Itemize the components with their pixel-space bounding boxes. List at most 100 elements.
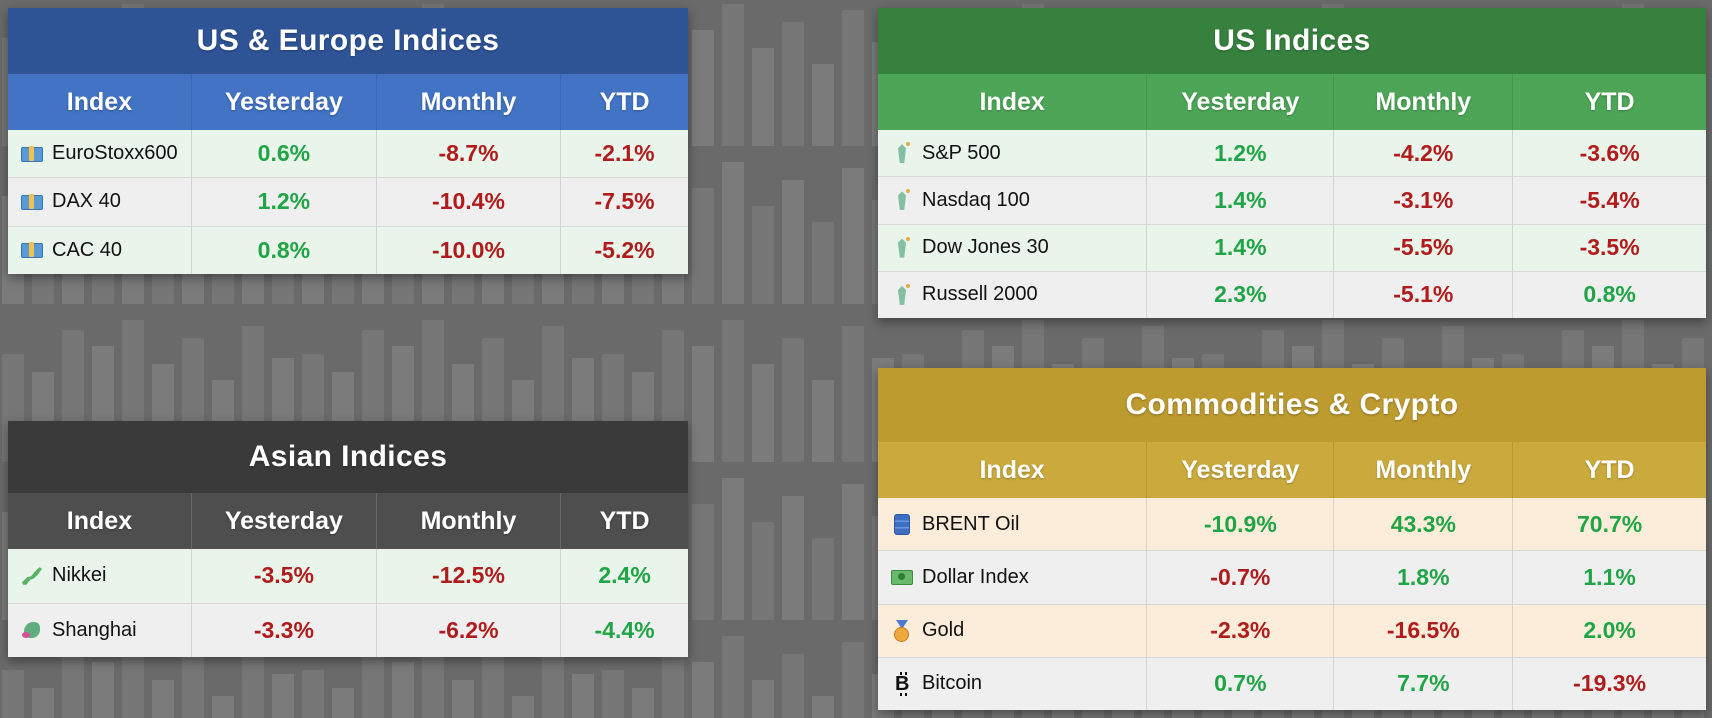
statue-of-liberty-icon	[891, 236, 913, 259]
value-cell-ytd: 70.7%	[1512, 498, 1706, 551]
column-header-row: Index Yesterday Monthly YTD	[8, 493, 688, 549]
index-name-cell: EuroStoxx600	[8, 130, 191, 177]
table-body: BRENT Oil -10.9% 43.3% 70.7% Dollar Index -0.…	[878, 498, 1706, 710]
index-name-cell: Shanghai	[8, 604, 191, 658]
column-header-yesterday: Yesterday	[190, 74, 376, 130]
value-cell-yesterday: 0.8%	[190, 226, 376, 274]
index-name: BRENT Oil	[922, 512, 1020, 535]
value-cell-yesterday: 1.4%	[1146, 224, 1333, 271]
value-cell-ytd: -4.4%	[560, 603, 688, 657]
table-asian-indices: Asian Indices Index Yesterday Monthly YTD N…	[8, 421, 688, 657]
index-name: Dollar Index	[922, 565, 1029, 588]
value-cell-ytd: 2.4%	[560, 549, 688, 603]
column-header-yesterday: Yesterday	[1146, 74, 1333, 130]
dragon-icon	[21, 619, 43, 641]
column-header-yesterday: Yesterday	[1146, 442, 1333, 498]
value-cell-ytd: -2.1%	[560, 130, 688, 178]
value-cell-ytd: 1.1%	[1512, 551, 1706, 604]
value-cell-monthly: -10.0%	[375, 226, 560, 274]
column-header-index: Index	[66, 87, 133, 116]
value-cell-yesterday: -3.3%	[190, 603, 376, 657]
value-cell-monthly: -4.2%	[1333, 130, 1512, 177]
index-name-cell: Russell 2000	[878, 272, 1146, 318]
value-cell-monthly: -5.5%	[1333, 224, 1512, 271]
value-cell-monthly: -16.5%	[1333, 604, 1512, 657]
column-header-monthly: Monthly	[1333, 442, 1512, 498]
index-name-cell: BRENT Oil	[878, 498, 1146, 550]
table-body: S&P 500 1.2% -4.2% -3.6% Nasdaq 100 1.4% -3.1%…	[878, 130, 1706, 318]
gold-medal-icon	[891, 619, 913, 642]
oil-drum-icon	[891, 513, 913, 536]
table-row-s-p-500: S&P 500 1.2% -4.2% -3.6%	[878, 130, 1706, 177]
value-cell-yesterday: 1.2%	[190, 178, 376, 226]
value-cell-monthly: 43.3%	[1333, 498, 1512, 551]
value-cell-yesterday: -2.3%	[1146, 604, 1333, 657]
index-name: Russell 2000	[922, 283, 1038, 306]
value-cell-yesterday: 2.3%	[1146, 271, 1333, 318]
table-row-gold: Gold -2.3% -16.5% 2.0%	[878, 603, 1706, 657]
column-header-row: Index Yesterday Monthly YTD	[8, 74, 688, 130]
column-header-ytd: YTD	[1512, 74, 1706, 130]
value-cell-yesterday: 0.6%	[190, 130, 376, 178]
table-row-nasdaq-100: Nasdaq 100 1.4% -3.1% -5.4%	[878, 176, 1706, 224]
table-row-shanghai: Shanghai -3.3% -6.2% -4.4%	[8, 602, 688, 658]
value-cell-monthly: -3.1%	[1333, 177, 1512, 224]
statue-of-liberty-icon	[891, 283, 913, 306]
column-header-monthly: Monthly	[1333, 74, 1512, 130]
table-row-cac-40: CAC 40 0.8% -10.0% -5.2%	[8, 225, 688, 274]
index-name-cell: Dollar Index	[878, 551, 1146, 603]
index-name-cell: Dow Jones 30	[878, 225, 1146, 271]
index-name: S&P 500	[922, 141, 1001, 164]
index-name: EuroStoxx600	[52, 142, 178, 165]
column-header-index: Index	[979, 455, 1045, 484]
value-cell-ytd: -3.5%	[1512, 224, 1706, 271]
euro-banknote-icon	[21, 191, 43, 213]
column-header-row: Index Yesterday Monthly YTD	[878, 442, 1706, 498]
index-name-cell: S&P 500	[878, 130, 1146, 176]
column-header-row: Index Yesterday Monthly YTD	[878, 74, 1706, 130]
value-cell-ytd: -19.3%	[1512, 657, 1706, 710]
table-row-eurostoxx600: EuroStoxx600 0.6% -8.7% -2.1%	[8, 130, 688, 178]
table-body: EuroStoxx600 0.6% -8.7% -2.1% DAX 40 1.2% -10.…	[8, 130, 688, 274]
index-name-cell: DAX 40	[8, 178, 191, 225]
index-name: Gold	[922, 619, 965, 642]
euro-banknote-icon	[21, 239, 43, 261]
value-cell-monthly: -5.1%	[1333, 271, 1512, 318]
table-row-bitcoin: Bitcoin 0.7%7.7%-19.3%	[878, 656, 1706, 710]
column-header-ytd: YTD	[560, 493, 688, 549]
value-cell-yesterday: 1.4%	[1146, 177, 1333, 224]
table-title: US Indices	[878, 8, 1706, 74]
value-cell-monthly: -8.7%	[375, 130, 560, 178]
value-cell-ytd: -5.4%	[1512, 177, 1706, 224]
index-name-cell: Bitcoin	[878, 658, 1146, 710]
index-name: DAX 40	[52, 190, 121, 213]
value-cell-ytd: -5.2%	[560, 226, 688, 274]
index-name: Nikkei	[52, 564, 107, 587]
index-name: Shanghai	[52, 618, 137, 641]
table-row-dow-jones-30: Dow Jones 30 1.4% -5.5% -3.5%	[878, 223, 1706, 271]
value-cell-yesterday: -10.9%	[1146, 498, 1333, 551]
table-body: Nikkei -3.5% -12.5% 2.4% Shanghai -3.3% -6.2% -…	[8, 549, 688, 657]
value-cell-monthly: -6.2%	[375, 603, 560, 657]
value-cell-ytd: -7.5%	[560, 178, 688, 226]
bitcoin-icon	[891, 671, 913, 695]
table-row-russell-2000: Russell 2000 2.3% -5.1% 0.8%	[878, 270, 1706, 318]
index-name: CAC 40	[52, 238, 123, 261]
euro-banknote-icon	[21, 143, 43, 165]
table-title: Commodities & Crypto	[878, 368, 1706, 442]
value-cell-yesterday: 1.2%	[1146, 130, 1333, 177]
column-header-monthly: Monthly	[375, 74, 560, 130]
index-name-cell: Nikkei	[8, 549, 191, 603]
value-cell-monthly: -12.5%	[375, 549, 560, 603]
table-row-nikkei: Nikkei -3.5% -12.5% 2.4%	[8, 549, 688, 603]
value-cell-monthly: -10.4%	[375, 178, 560, 226]
table-row-dollar-index: Dollar Index -0.7% 1.8% 1.1%	[878, 550, 1706, 604]
value-cell-ytd: -3.6%	[1512, 130, 1706, 177]
value-cell-yesterday: -0.7%	[1146, 551, 1333, 604]
column-header-ytd: YTD	[560, 74, 688, 130]
dollar-banknote-icon	[891, 566, 913, 588]
japan-map-icon	[21, 565, 43, 587]
table-row-dax-40: DAX 40 1.2% -10.4% -7.5%	[8, 177, 688, 226]
column-header-index: Index	[979, 87, 1045, 116]
